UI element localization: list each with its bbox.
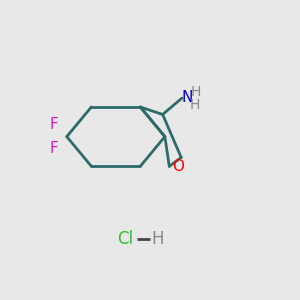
Text: F: F [49, 117, 58, 132]
Text: F: F [49, 141, 58, 156]
Text: H: H [151, 230, 164, 248]
Text: N: N [182, 90, 193, 105]
Text: H: H [189, 98, 200, 112]
Text: Cl: Cl [117, 230, 133, 248]
Text: O: O [172, 159, 184, 174]
Text: H: H [190, 85, 200, 99]
